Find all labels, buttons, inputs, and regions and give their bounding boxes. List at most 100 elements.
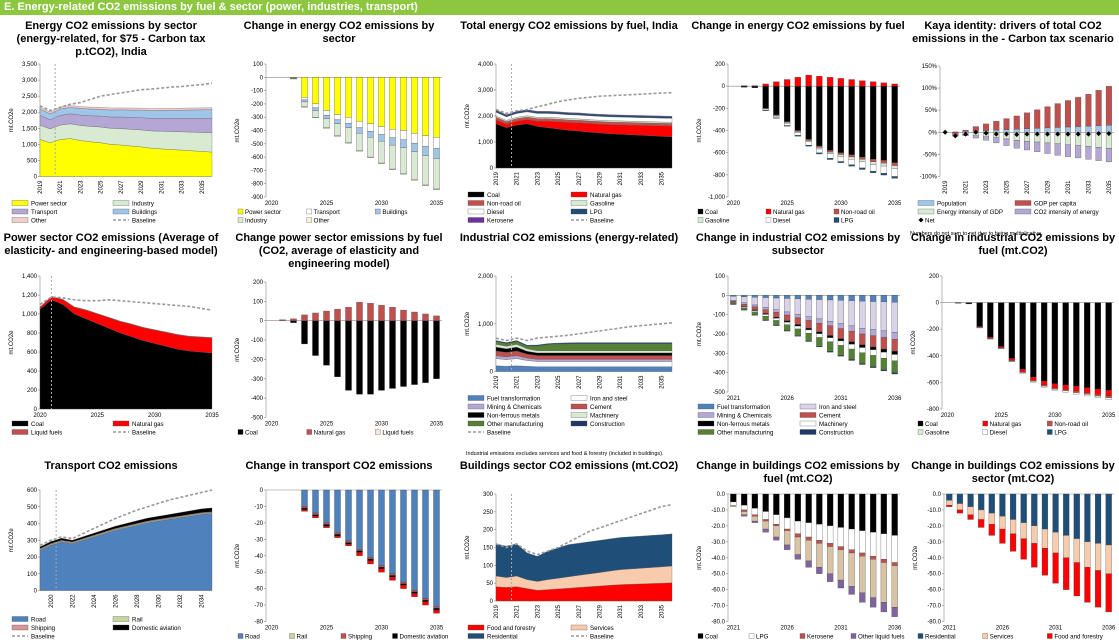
- chart-c12: Change in transport CO2 emissions -80 -70-…: [228, 460, 450, 644]
- bar-coal: [356, 320, 363, 395]
- y-tick-label: 100: [253, 62, 264, 68]
- bar-cement: [762, 309, 769, 314]
- legend-label: Non-ferrous metals: [487, 413, 540, 420]
- legend-swatch: [982, 429, 988, 435]
- bar-other-manufacturing: [891, 360, 898, 374]
- bar-coal: [323, 320, 330, 366]
- x-tick-label: 2033: [639, 375, 645, 389]
- x-tick-label: 2031: [1066, 180, 1072, 194]
- bar-other: [312, 117, 319, 119]
- bar-natural-gas: [1051, 383, 1058, 389]
- y-tick-label: -200: [713, 332, 726, 338]
- legend-label: Rail: [297, 634, 308, 641]
- bar-buildings: [356, 127, 363, 134]
- y-tick-label: 600: [27, 488, 38, 494]
- bar-mining-chemicals: [848, 325, 855, 332]
- bar-transport: [378, 126, 385, 135]
- bar-non-ferrous-metals: [784, 320, 791, 323]
- bar-lpg: [880, 533, 887, 560]
- bar-buildings: [389, 137, 396, 146]
- legend-swatch: [467, 633, 485, 639]
- legend-swatch: [570, 395, 588, 401]
- y-tick-label: 600: [27, 350, 38, 356]
- x-tick-label: 2020: [33, 413, 47, 419]
- bar-natural-gas: [1041, 380, 1048, 386]
- bar-diesel: [998, 348, 1005, 350]
- bar-shipping: [411, 590, 418, 593]
- bar-residential: [1052, 493, 1059, 533]
- legend-label: Diesel: [487, 209, 504, 216]
- bar-coal: [965, 302, 972, 305]
- x-tick-label: 2036: [888, 396, 902, 402]
- baseline-line: [495, 322, 673, 342]
- bar-buildings: [345, 123, 352, 128]
- bar-mining-chemicals: [751, 304, 758, 308]
- bar-kerosene: [794, 533, 801, 538]
- bar-cement: [891, 339, 898, 352]
- bar-co2-intensity-of-energy: [1044, 142, 1051, 154]
- bar-machinery: [784, 322, 791, 325]
- legend-label: Domestic aviation: [132, 625, 181, 632]
- y-tick-label: 0: [722, 84, 726, 90]
- bar-construction: [880, 369, 887, 372]
- x-tick-label: 2027: [119, 180, 125, 194]
- bar-non-ferrous-metals: [773, 317, 780, 319]
- bar-coal: [378, 320, 385, 391]
- chart-svg: -80.0 -70.0 -60.0 -50.0 -40.0 -30.0 -20.0 -10.0…: [913, 492, 1116, 641]
- legend-label: Natural gas: [990, 421, 1022, 428]
- bar-gasoline: [848, 156, 855, 160]
- bar-cement: [859, 333, 866, 345]
- legend-label: Other manufacturing: [717, 430, 774, 437]
- bar-construction: [784, 330, 791, 332]
- bar-fuel-transformation: [784, 295, 791, 299]
- x-tick-label: 2031: [618, 171, 624, 185]
- bar-domestic-aviation: [367, 558, 374, 561]
- bar-diesel: [987, 338, 994, 340]
- bar-co2-intensity-of-energy: [1054, 143, 1061, 156]
- y-tick-label: -80.0: [927, 620, 941, 626]
- bar-services: [999, 516, 1006, 530]
- bar-food-and-forestry: [1063, 557, 1070, 590]
- legend-label: Non-road oil: [841, 209, 875, 216]
- bar-road: [367, 489, 374, 558]
- bar-non-road-oil: [816, 145, 823, 148]
- bar-coal: [290, 320, 297, 323]
- bar-mining-chemicals: [827, 321, 834, 327]
- legend-label: Machinery: [590, 413, 619, 420]
- bar-gasoline: [891, 165, 898, 169]
- legend-swatch: [799, 412, 817, 418]
- y-tick-label: 3,500: [22, 62, 38, 68]
- y-tick-label: 500: [27, 505, 38, 511]
- bar-buildings: [411, 142, 418, 152]
- bar-series: [356, 552, 363, 556]
- bar-coal: [837, 86, 844, 153]
- legend-label: Gasoline: [925, 430, 950, 437]
- y-axis-label: mt.CO2e: [697, 321, 703, 346]
- bar-series: [751, 516, 758, 522]
- bar-natural-gas: [1008, 358, 1015, 361]
- bar-iron-and-steel: [859, 300, 866, 329]
- bar-co2-intensity-of-energy: [1095, 147, 1102, 161]
- x-tick-label: 2029: [139, 180, 145, 194]
- bar-diesel: [773, 116, 780, 119]
- bar-natural-gas: [367, 303, 374, 321]
- y-axis-label: mt.CO2e: [465, 103, 471, 128]
- bar-services: [1094, 543, 1102, 571]
- legend-swatch: [11, 616, 29, 622]
- bar-industry: [411, 151, 418, 180]
- bar-other: [389, 168, 396, 170]
- bar-other-manufacturing: [848, 348, 855, 360]
- bar-natural-gas: [870, 81, 877, 87]
- legend-label: CO2 intensity of energy: [1034, 209, 1100, 216]
- bar-natural-gas: [1073, 386, 1080, 392]
- bar-lpg: [794, 135, 801, 137]
- bar-mining-chemicals: [891, 332, 898, 340]
- x-tick-label: 2035: [430, 201, 444, 207]
- bar-natural-gas: [891, 83, 898, 87]
- bar-road: [345, 489, 352, 542]
- bar-coal: [1062, 302, 1069, 386]
- chart-c3: Total energy CO2 emissions by fuel, Indi…: [458, 20, 680, 228]
- legend-swatch: [570, 191, 588, 198]
- legend-label: Other manufacturing: [487, 421, 544, 428]
- x-tick-label: 2025: [99, 180, 105, 194]
